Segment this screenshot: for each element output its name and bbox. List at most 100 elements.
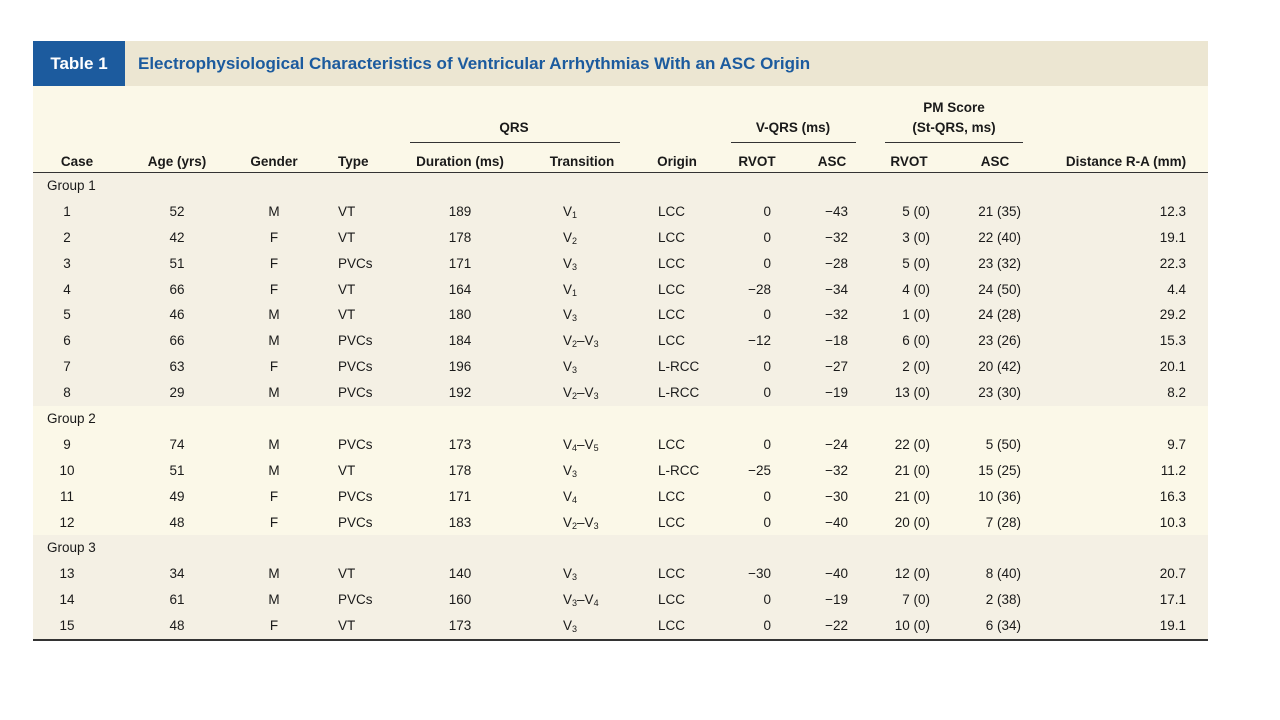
table-row: 13 34 M VT 140 V3 LCC −30 −40 12 (0) 8 (40) 20.7 <box>33 561 1208 588</box>
cell-pm-rvot: 12 (0) <box>894 566 930 582</box>
cell-transition: V4 <box>563 488 578 505</box>
cell-pm-asc: 20 (42) <box>978 359 1021 375</box>
cell-vqrs-asc: −32 <box>825 229 848 245</box>
cell-case: 9 <box>63 436 71 452</box>
header-pm-rule <box>885 142 1023 143</box>
cell-distance: 4.4 <box>1167 281 1186 297</box>
cell-vqrs-rvot: 0 <box>763 307 771 323</box>
cell-age: 48 <box>169 618 185 634</box>
cell-vqrs-rvot: −28 <box>748 281 771 297</box>
cell-pm-rvot: 3 (0) <box>902 229 930 245</box>
table-row: 5 46 M VT 180 V3 LCC 0 −32 1 (0) 24 (28) 29.2 <box>33 302 1208 329</box>
cell-transition: V3 <box>563 566 578 583</box>
cell-vqrs-asc: −32 <box>825 307 848 323</box>
cell-duration: 173 <box>448 436 472 452</box>
cell-age: 51 <box>169 462 185 478</box>
header-pm-group-line1: PM Score <box>923 100 985 115</box>
cell-case: 15 <box>59 618 75 634</box>
cell-origin: LCC <box>658 436 686 452</box>
cell-duration: 164 <box>448 281 472 297</box>
cell-age: 29 <box>169 385 185 401</box>
cell-duration: 171 <box>448 488 472 504</box>
cell-pm-rvot: 13 (0) <box>894 385 930 401</box>
cell-origin: LCC <box>658 514 686 530</box>
cell-gender: F <box>269 618 279 634</box>
cell-distance: 17.1 <box>1159 592 1186 608</box>
cell-transition: V3 <box>563 307 578 324</box>
cell-age: 63 <box>169 359 185 375</box>
header-pm-group-line2: (St-QRS, ms) <box>912 120 996 135</box>
cell-vqrs-rvot: 0 <box>763 203 771 219</box>
cell-distance: 9.7 <box>1167 436 1186 452</box>
cell-age: 52 <box>169 203 185 219</box>
cell-duration: 184 <box>448 333 472 349</box>
cell-case: 5 <box>63 307 71 323</box>
group-label: Group 2 <box>47 411 96 427</box>
cell-pm-rvot: 6 (0) <box>902 333 930 349</box>
cell-duration: 171 <box>448 255 472 271</box>
cell-type: VT <box>338 203 356 219</box>
cell-duration: 173 <box>448 618 472 634</box>
cell-vqrs-asc: −28 <box>825 255 848 271</box>
cell-type: PVCs <box>338 436 373 452</box>
cell-transition: V1 <box>563 203 578 220</box>
table-header: QRS V-QRS (ms) PM Score (St-QRS, ms) Cas… <box>33 86 1208 173</box>
cell-case: 11 <box>59 488 75 504</box>
cell-vqrs-rvot: −12 <box>748 333 771 349</box>
header-pm-rvot: RVOT <box>890 154 928 169</box>
cell-vqrs-rvot: 0 <box>763 385 771 401</box>
header-case: Case <box>60 154 94 169</box>
header-qrs-group: QRS <box>499 120 529 135</box>
cell-pm-rvot: 2 (0) <box>902 359 930 375</box>
cell-duration: 192 <box>448 385 472 401</box>
table-row: 12 48 F PVCs 183 V2–V3 LCC 0 −40 20 (0) 7 (28) 10.3 <box>33 509 1208 536</box>
cell-gender: F <box>269 488 279 504</box>
cell-vqrs-rvot: 0 <box>763 436 771 452</box>
cell-duration: 178 <box>448 229 472 245</box>
cell-transition: V3 <box>563 255 578 272</box>
cell-type: VT <box>338 566 356 582</box>
cell-origin: LCC <box>658 488 686 504</box>
cell-distance: 8.2 <box>1167 385 1186 401</box>
cell-case: 1 <box>63 203 71 219</box>
group-label: Group 1 <box>47 178 96 193</box>
cell-vqrs-asc: −34 <box>825 281 848 297</box>
cell-pm-rvot: 21 (0) <box>894 488 930 504</box>
cell-vqrs-asc: −22 <box>825 618 848 634</box>
cell-age: 51 <box>169 255 185 271</box>
cell-case: 7 <box>63 359 71 375</box>
cell-gender: M <box>268 462 280 478</box>
cell-vqrs-asc: −43 <box>825 203 848 219</box>
cell-vqrs-rvot: 0 <box>763 514 771 530</box>
cell-pm-rvot: 21 (0) <box>894 462 930 478</box>
header-pm-asc: ASC <box>980 154 1010 169</box>
cell-case: 10 <box>59 462 75 478</box>
table-row: 7 63 F PVCs 196 V3 L-RCC 0 −27 2 (0) 20 (42) 20.1 <box>33 354 1208 381</box>
cell-case: 8 <box>63 385 71 401</box>
cell-age: 34 <box>169 566 185 582</box>
data-table: Table 1 Electrophysiological Characteris… <box>33 41 1208 642</box>
table-title-bar: Table 1 Electrophysiological Characteris… <box>33 41 1208 86</box>
cell-vqrs-asc: −27 <box>825 359 848 375</box>
cell-pm-asc: 7 (28) <box>985 514 1021 530</box>
cell-origin: L-RCC <box>658 385 700 401</box>
cell-distance: 11.2 <box>1160 462 1186 478</box>
header-duration: Duration (ms) <box>416 154 504 169</box>
cell-pm-asc: 23 (30) <box>978 385 1021 401</box>
cell-origin: LCC <box>658 333 686 349</box>
header-vqrs-rule <box>731 142 856 143</box>
cell-origin: LCC <box>658 307 686 323</box>
cell-age: 48 <box>169 514 185 530</box>
cell-pm-rvot: 7 (0) <box>902 592 930 608</box>
table-row: 10 51 M VT 178 V3 L-RCC −25 −32 21 (0) 15 (25) 11.2 <box>33 457 1208 484</box>
cell-distance: 10.3 <box>1159 514 1186 530</box>
header-vqrs-group: V-QRS (ms) <box>755 120 831 135</box>
table-row: 8 29 M PVCs 192 V2–V3 L-RCC 0 −19 13 (0) 23 (30) 8.… <box>33 380 1208 407</box>
cell-vqrs-asc: −32 <box>825 462 848 478</box>
table-row: 4 66 F VT 164 V1 LCC −28 −34 4 (0) 24 (50) 4.4 <box>33 276 1208 303</box>
cell-origin: LCC <box>658 281 686 297</box>
table-bottom-rule <box>33 639 1208 642</box>
cell-gender: M <box>268 436 280 452</box>
cell-type: VT <box>338 462 356 478</box>
cell-gender: M <box>268 333 280 349</box>
